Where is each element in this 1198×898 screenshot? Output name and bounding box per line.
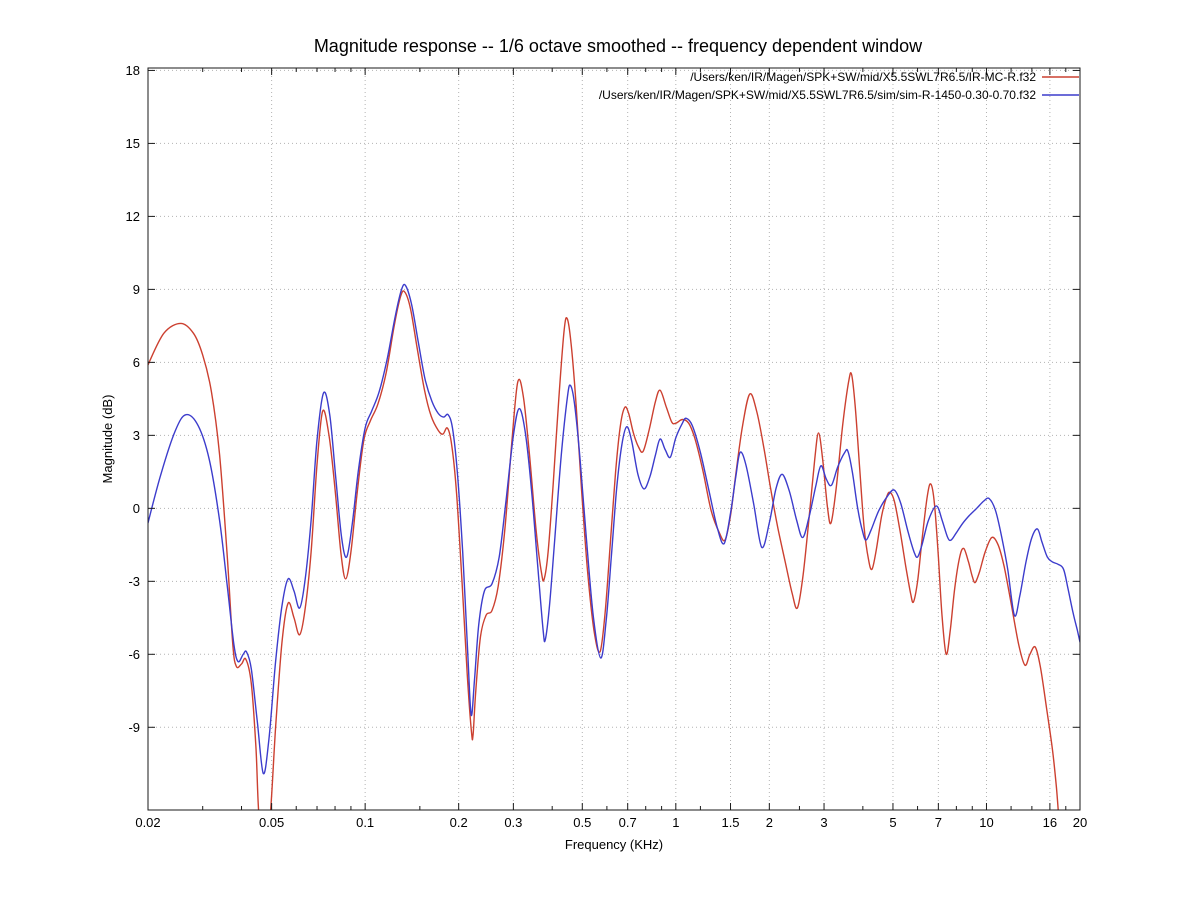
x-axis-label: Frequency (KHz): [565, 837, 663, 852]
legend-label-simulated: /Users/ken/IR/Magen/SPK+SW/mid/X5.5SWL7R…: [599, 88, 1037, 102]
tick-label-layer: 0.02 0.05 0.1 0.2 0.3 0.5 0.7 1 1.5 2 3 5 7 10 16 20 18 1…: [126, 63, 1088, 830]
y-tick-label: 0: [133, 501, 140, 516]
legend-swatches: [1042, 76, 1079, 96]
y-tick-label: 3: [133, 428, 140, 443]
series-curve-0: [148, 290, 1059, 810]
plot-frame: [147, 67, 1081, 811]
x-tick-label: 3: [820, 815, 827, 830]
curve-layer: [148, 283, 1080, 810]
series-curve-1: [148, 283, 1080, 775]
grid-layer: [148, 68, 1080, 810]
x-tick-label: 0.3: [504, 815, 522, 830]
x-tick-label: 20: [1073, 815, 1087, 830]
y-tick-label: 6: [133, 355, 140, 370]
x-tick-label: 0.2: [450, 815, 468, 830]
x-tick-label: 0.1: [356, 815, 374, 830]
x-tick-label: 0.02: [135, 815, 160, 830]
chart-title: Magnitude response -- 1/6 octave smoothe…: [314, 36, 923, 56]
x-tick-label: 16: [1043, 815, 1057, 830]
y-tick-label: 9: [133, 282, 140, 297]
x-tick-label: 0.05: [259, 815, 284, 830]
x-tick-label: 5: [889, 815, 896, 830]
x-tick-label: 7: [935, 815, 942, 830]
x-tick-label: 2: [766, 815, 773, 830]
y-tick-label: 18: [126, 63, 140, 78]
x-tick-label: 0.7: [619, 815, 637, 830]
x-tick-label: 1.5: [721, 815, 739, 830]
y-tick-label: -3: [128, 574, 140, 589]
y-tick-label: 15: [126, 136, 140, 151]
legend: /Users/ken/IR/Magen/SPK+SW/mid/X5.5SWL7R…: [599, 70, 1079, 102]
y-tick-label: 12: [126, 209, 140, 224]
x-tick-label: 10: [979, 815, 993, 830]
y-tick-label: -9: [128, 720, 140, 735]
y-axis-label: Magnitude (dB): [100, 395, 115, 484]
y-tick-label: -6: [128, 647, 140, 662]
plot-border: [147, 67, 1081, 811]
legend-label-measured: /Users/ken/IR/Magen/SPK+SW/mid/X5.5SWL7R…: [690, 70, 1036, 84]
x-tick-label: 0.5: [573, 815, 591, 830]
x-tick-label: 1: [672, 815, 679, 830]
